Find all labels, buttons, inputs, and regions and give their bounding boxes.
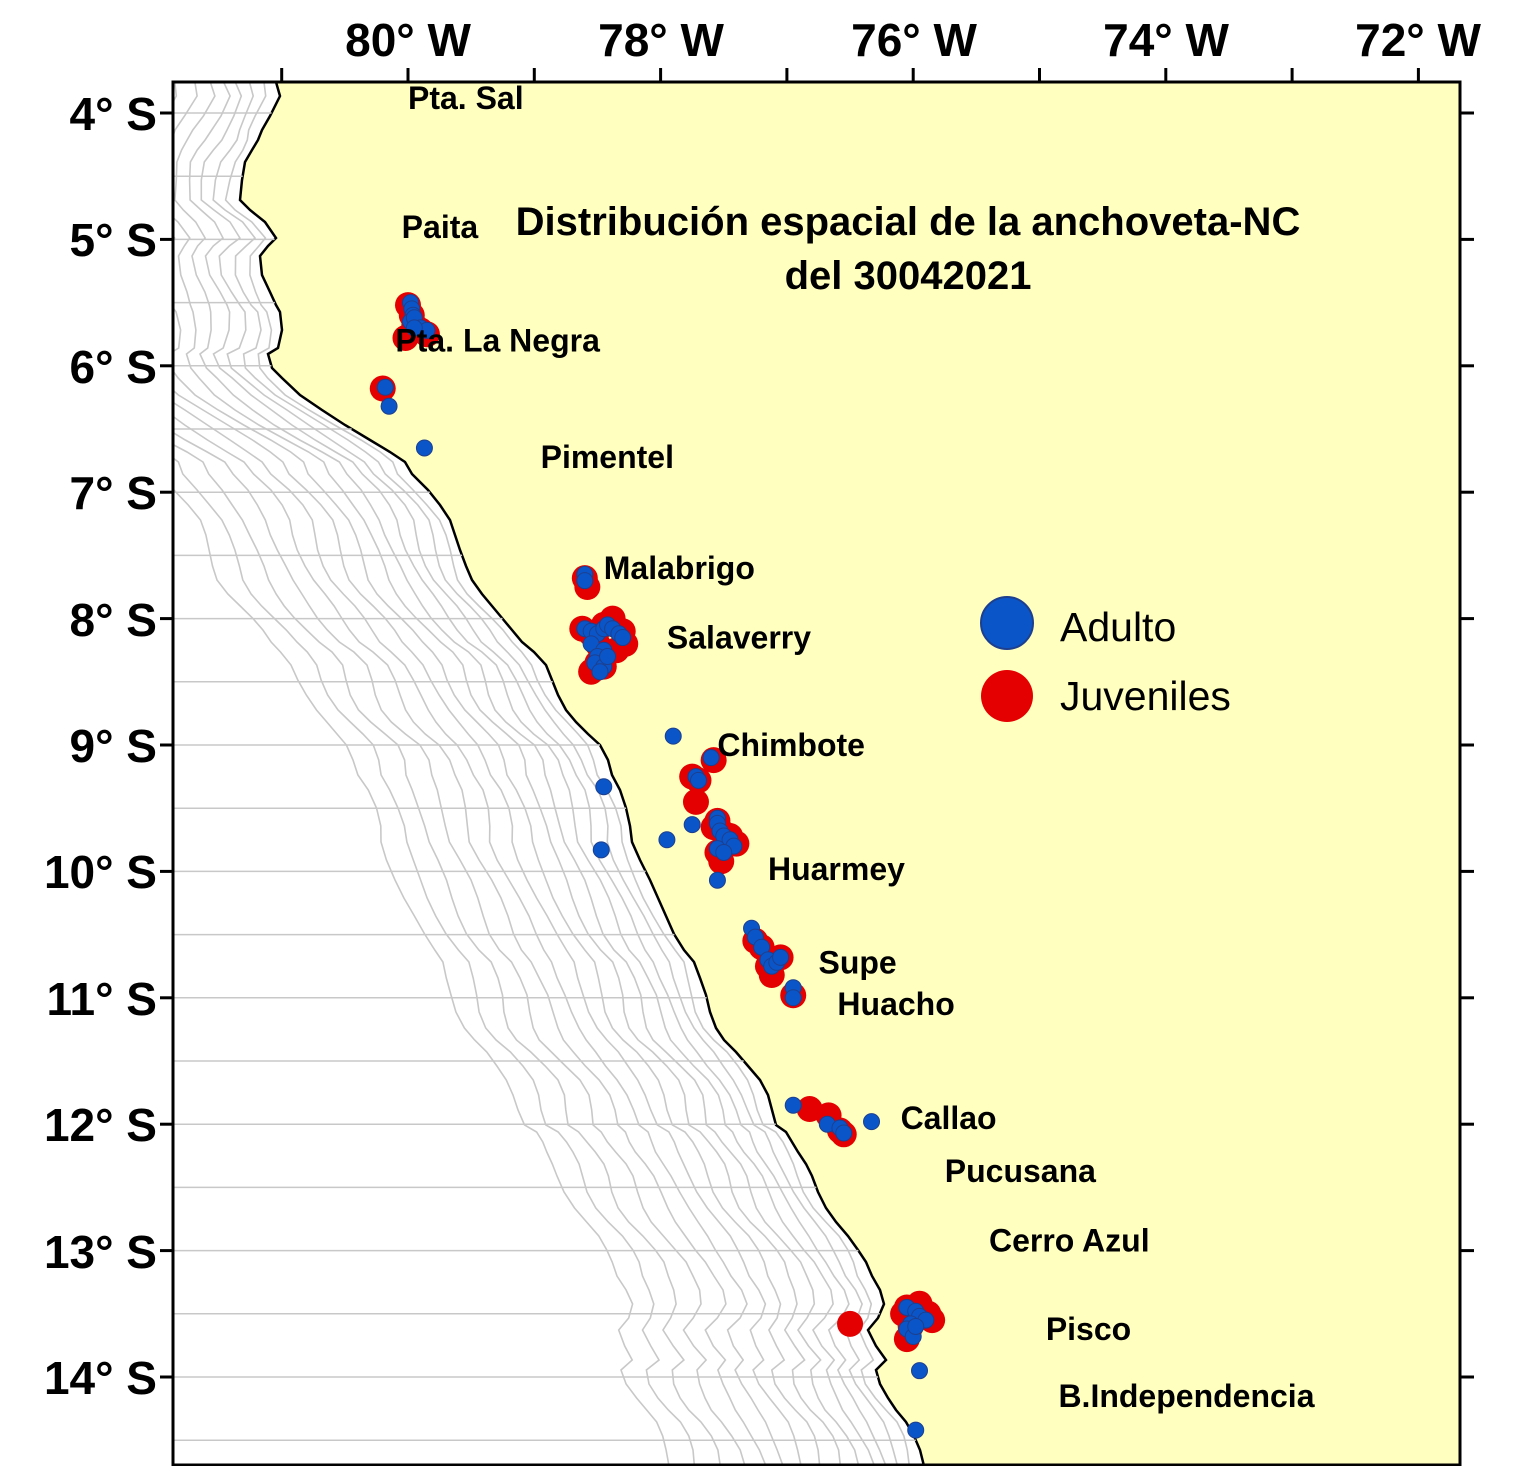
- adult-marker: [907, 1421, 925, 1439]
- juvenile-marker: [682, 788, 709, 815]
- lat-label-12: 12° S: [44, 1099, 157, 1151]
- place-label: Malabrigo: [604, 550, 755, 586]
- adult-marker: [380, 397, 398, 415]
- depth-contour-line: [173, 456, 696, 1465]
- adult-marker: [599, 648, 617, 666]
- legend-adult-marker: [980, 596, 1034, 650]
- map-title-line1: Distribución espacial de la anchoveta-NC: [516, 200, 1301, 244]
- place-label: Pta. Sal: [408, 80, 524, 116]
- axis-ticks: [160, 68, 1474, 1379]
- depth-contour-line: [173, 82, 842, 1465]
- adult-marker: [907, 1317, 925, 1335]
- lat-label-5: 5° S: [70, 214, 157, 266]
- lat-label-9: 9° S: [70, 720, 157, 772]
- adult-marker: [702, 749, 720, 767]
- lon-label-74: 74° W: [1103, 14, 1229, 66]
- lat-label-4: 4° S: [70, 88, 157, 140]
- adult-marker: [591, 663, 609, 681]
- adult-marker: [664, 727, 682, 745]
- ocean-gridlines: [173, 112, 916, 1441]
- adult-marker: [863, 1113, 881, 1131]
- depth-contour-line: [224, 82, 910, 1465]
- adult-markers: [376, 294, 935, 1439]
- depth-contour-line: [173, 443, 721, 1465]
- place-label: Salaverry: [667, 620, 811, 656]
- map-frame: [171, 80, 1462, 1466]
- depth-contour-line: [173, 431, 746, 1465]
- depth-contour-line: [173, 389, 802, 1465]
- lat-label-6: 6° S: [70, 341, 157, 393]
- place-label: Callao: [901, 1100, 997, 1136]
- adult-marker: [784, 989, 802, 1007]
- adult-marker: [614, 629, 632, 647]
- depth-contour-line: [174, 82, 860, 1465]
- place-label: B.Independencia: [1058, 1378, 1314, 1414]
- land-area: [238, 82, 1460, 1465]
- place-label: Huarmey: [768, 851, 905, 887]
- depth-contour-line: [200, 82, 887, 1465]
- legend: Adulto Juveniles: [980, 596, 1231, 722]
- place-label: Pucusana: [945, 1153, 1096, 1189]
- lat-label-13: 13° S: [44, 1226, 157, 1278]
- legend-adult-label: Adulto: [1060, 604, 1176, 650]
- adult-marker: [715, 843, 733, 861]
- adult-marker: [595, 778, 613, 796]
- adult-marker: [772, 948, 790, 966]
- adult-marker: [911, 1362, 929, 1380]
- place-label: Pta. La Negra: [395, 323, 600, 359]
- legend-juvenile-label: Juveniles: [1060, 673, 1231, 719]
- place-label: Paita: [402, 209, 479, 245]
- depth-contour-line: [173, 401, 784, 1465]
- adult-marker: [576, 572, 594, 590]
- adult-marker: [376, 378, 394, 396]
- lat-label-8: 8° S: [70, 594, 157, 646]
- adult-marker: [784, 1096, 802, 1114]
- adult-marker: [683, 816, 701, 834]
- place-labels: Pta. Sal Paita Pta. La Negra Pimentel Malabr…: [395, 80, 1314, 1414]
- place-label: Pisco: [1046, 1311, 1131, 1347]
- depth-contour-line: [173, 415, 767, 1465]
- lon-label-76: 76° W: [851, 14, 977, 66]
- lat-label-11: 11° S: [47, 973, 158, 1025]
- place-label: Supe: [818, 944, 896, 980]
- adult-marker: [708, 871, 726, 889]
- lat-label-10: 10° S: [44, 846, 157, 898]
- adult-marker: [405, 319, 423, 337]
- lon-label-80: 80° W: [345, 14, 471, 66]
- depth-contour-line: [173, 488, 670, 1465]
- adult-marker: [835, 1124, 853, 1142]
- lon-label-78: 78° W: [598, 14, 724, 66]
- place-label: Chimbote: [717, 727, 865, 763]
- place-label: Pimentel: [541, 439, 674, 475]
- depth-contour-line: [188, 82, 875, 1465]
- depth-contour-line: [212, 82, 899, 1465]
- place-label: Huacho: [837, 986, 954, 1022]
- depth-contours: [173, 82, 910, 1465]
- adult-marker: [658, 831, 676, 849]
- adult-marker: [592, 841, 610, 859]
- lat-label-7: 7° S: [70, 467, 157, 519]
- map-title-line2: del 30042021: [785, 254, 1032, 298]
- place-label: Cerro Azul: [989, 1222, 1150, 1258]
- lat-label-14: 14° S: [44, 1352, 157, 1404]
- legend-juvenile-marker: [981, 670, 1033, 722]
- lon-label-72: 72° W: [1355, 14, 1481, 66]
- adult-marker: [689, 771, 707, 789]
- adult-marker: [415, 439, 433, 457]
- juvenile-marker: [837, 1310, 864, 1337]
